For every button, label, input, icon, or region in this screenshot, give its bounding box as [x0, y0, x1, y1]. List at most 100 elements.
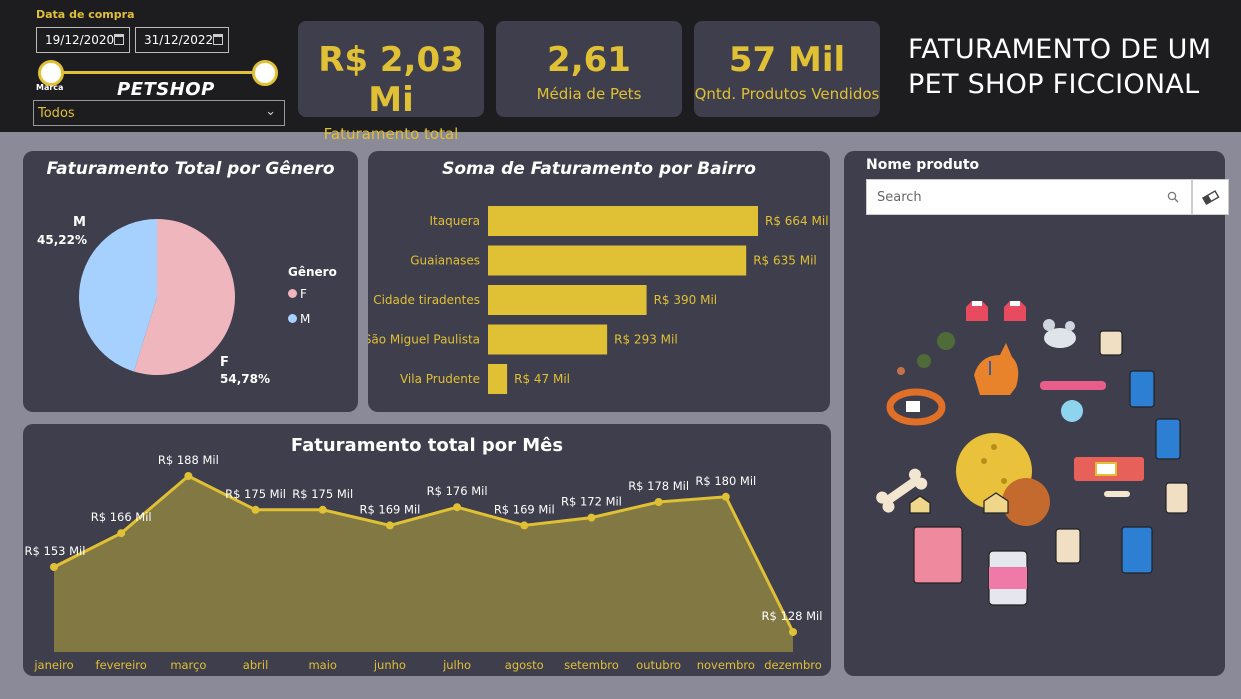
- bar-value-label: R$ 293 Mil: [614, 333, 678, 347]
- data-point[interactable]: [520, 521, 529, 530]
- data-label: R$ 169 Mil: [359, 502, 420, 516]
- search-icon[interactable]: [1167, 191, 1179, 203]
- data-label: R$ 169 Mil: [494, 502, 555, 516]
- data-label: R$ 180 Mil: [695, 474, 756, 488]
- toy-icon[interactable]: [897, 332, 955, 375]
- bar-category-label: Vila Prudente: [400, 372, 480, 386]
- product-icons-cluster: [874, 301, 1189, 606]
- marca-label: Marca: [36, 83, 64, 92]
- x-tick-label: março: [170, 658, 206, 672]
- pie-slice-m[interactable]: [79, 219, 157, 372]
- date-end-input[interactable]: 31/12/2022: [135, 27, 229, 53]
- bar-category-label: Cidade tiradentes: [373, 293, 480, 307]
- kpi-card-products-sold: 57 Mil Qntd. Produtos Vendidos: [694, 21, 880, 117]
- data-label: R$ 128 Mil: [762, 609, 823, 623]
- x-tick-label: outubro: [636, 658, 681, 672]
- area-line: [53, 474, 795, 633]
- data-point[interactable]: [385, 521, 394, 530]
- data-label: R$ 178 Mil: [628, 479, 689, 493]
- date-range-slider[interactable]: [50, 71, 264, 74]
- data-point[interactable]: [453, 503, 462, 512]
- calendar-icon[interactable]: [213, 34, 223, 45]
- clear-selection-button[interactable]: [1192, 179, 1229, 215]
- ball-toy-icon[interactable]: [956, 433, 1050, 526]
- legend-label: F: [300, 287, 307, 301]
- page-title: FATURAMENTO DE UM PET SHOP FICCIONAL: [908, 32, 1211, 102]
- bar-value-label: R$ 635 Mil: [753, 254, 817, 268]
- bar[interactable]: [488, 324, 608, 355]
- data-point[interactable]: [789, 628, 797, 636]
- x-tick-label: abril: [243, 658, 268, 672]
- pie-slice-f[interactable]: [133, 219, 236, 375]
- mouse-toy-icon[interactable]: [1043, 319, 1076, 348]
- bar[interactable]: [488, 206, 758, 236]
- bar-value-label: R$ 390 Mil: [654, 293, 718, 307]
- kpi-label: Média de Pets: [536, 85, 642, 103]
- data-label: R$ 153 Mil: [25, 544, 86, 558]
- legend-item-m[interactable]: M: [288, 312, 310, 326]
- pie-slice-label: F: [220, 355, 229, 370]
- data-point[interactable]: [117, 529, 126, 538]
- bar[interactable]: [488, 245, 747, 276]
- kpi-value: 2,61: [547, 40, 631, 80]
- x-tick-label: setembro: [564, 658, 619, 672]
- gender-legend-title: Gênero: [288, 265, 337, 279]
- data-point[interactable]: [251, 505, 260, 514]
- data-point[interactable]: [184, 472, 193, 480]
- pet-clothes-icon[interactable]: [966, 301, 1026, 321]
- data-label: R$ 175 Mil: [292, 487, 353, 501]
- data-point[interactable]: [50, 563, 58, 571]
- dog-icon[interactable]: [974, 343, 1019, 395]
- slider-handle-end[interactable]: [252, 60, 278, 86]
- pie-slice-label: M: [73, 215, 86, 230]
- legend-dot: [288, 289, 297, 298]
- data-point[interactable]: [654, 498, 663, 506]
- x-tick-label: junho: [373, 658, 406, 672]
- kpi-card-revenue: R$ 2,03 Mi Faturamento total: [298, 21, 484, 143]
- x-tick-label: novembro: [697, 658, 755, 672]
- slider-handle-start[interactable]: [38, 60, 64, 86]
- data-point[interactable]: [318, 505, 327, 514]
- petshop-logo: PETSHOP: [117, 79, 215, 100]
- product-name-label: Nome produto: [866, 157, 980, 173]
- x-tick-label: agosto: [505, 658, 544, 672]
- bar[interactable]: [488, 364, 508, 394]
- x-tick-label: julho: [442, 658, 471, 672]
- date-filter-label: Data de compra: [36, 8, 135, 21]
- product-panel: [844, 151, 1225, 676]
- data-label: R$ 172 Mil: [561, 495, 622, 509]
- kpi-label: Faturamento total: [323, 125, 459, 143]
- eraser-icon: [1201, 190, 1220, 206]
- collar-icon[interactable]: [886, 381, 1144, 481]
- month-chart-title: Faturamento total por Mês: [290, 435, 564, 456]
- kpi-value: 57 Mil: [728, 40, 846, 80]
- x-tick-label: fevereiro: [96, 658, 147, 672]
- marca-dropdown[interactable]: Todos ⌄: [33, 100, 285, 126]
- bone-icon[interactable]: [874, 466, 1130, 515]
- kpi-value: R$ 2,03 Mi: [318, 40, 464, 120]
- bar-category-label: Guaianases: [410, 254, 480, 268]
- legend-label: M: [300, 312, 311, 326]
- search-input[interactable]: [867, 180, 1157, 214]
- data-point[interactable]: [587, 513, 596, 522]
- dog-food-bag-icon[interactable]: [1055, 330, 1189, 574]
- page-title-line2: PET SHOP FICCIONAL: [908, 69, 1200, 100]
- treat-icon[interactable]: [909, 492, 1009, 584]
- bairro-chart-title: Soma de Faturamento por Bairro: [442, 159, 756, 179]
- x-tick-label: janeiro: [33, 658, 73, 672]
- x-tick-label: maio: [308, 658, 336, 672]
- data-point[interactable]: [721, 492, 730, 501]
- bar[interactable]: [488, 285, 647, 315]
- bairro-bar-chart: Itaquera R$ 664 Mil Guaianases R$ 635 Mil Ci…: [368, 206, 829, 394]
- bar-category-label: São Miguel Paulista: [368, 333, 480, 347]
- bairro-chart-panel: Soma de Faturamento por Bairro: [368, 151, 830, 412]
- bar-category-label: Itaquera: [430, 214, 481, 228]
- cat-food-can-icon[interactable]: [988, 550, 1028, 606]
- legend-item-f[interactable]: F: [288, 287, 307, 301]
- bar-value-label: R$ 664 Mil: [765, 214, 829, 228]
- date-start-input[interactable]: 19/12/2020: [36, 27, 130, 53]
- bar-value-label: R$ 47 Mil: [514, 372, 570, 386]
- data-label: R$ 175 Mil: [225, 487, 286, 501]
- data-label: R$ 166 Mil: [91, 510, 152, 524]
- calendar-icon[interactable]: [114, 34, 124, 45]
